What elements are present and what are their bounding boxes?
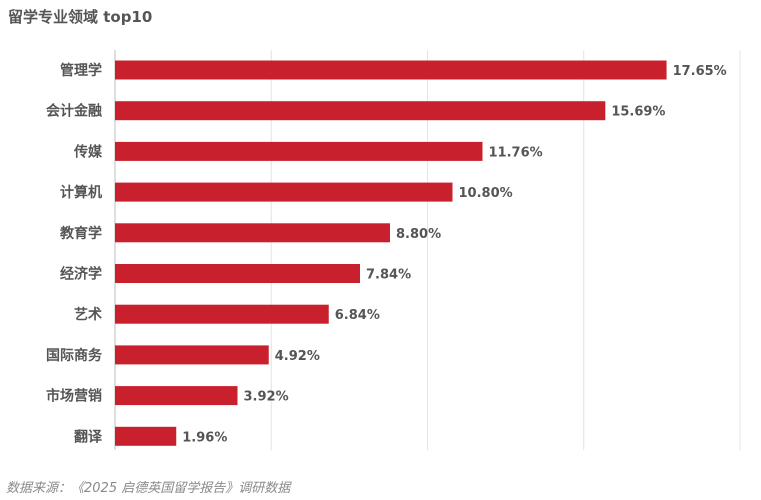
data-label: 10.80% (459, 186, 513, 201)
data-label: 4.92% (275, 349, 320, 364)
bar (115, 386, 238, 406)
source-note: 数据来源：《2025 启德英国留学报告》调研数据 (6, 481, 291, 496)
data-label: 15.69% (611, 105, 665, 120)
data-label: 6.84% (335, 308, 380, 323)
bar (115, 264, 360, 283)
chart-title: 留学专业领域 top10 (8, 8, 153, 26)
bar-chart: 管理学 17.65% 会计金融 15.69% 传媒 11.76% 计算机 10.80% 教育学 8… (46, 50, 741, 450)
data-label: 8.80% (396, 227, 441, 242)
category-label: 国际商务 (46, 347, 103, 364)
category-label: 管理学 (60, 62, 102, 79)
category-label: 翻译 (74, 428, 103, 445)
data-label: 11.76% (489, 145, 543, 160)
bar (115, 223, 390, 243)
bar (115, 182, 453, 202)
bar (115, 101, 606, 121)
bar (115, 345, 269, 365)
data-label: 7.84% (366, 268, 411, 283)
category-label: 传媒 (73, 143, 103, 160)
bar (115, 60, 667, 80)
category-label: 计算机 (60, 184, 102, 201)
category-label: 市场营销 (46, 388, 102, 405)
data-label: 3.92% (244, 390, 289, 405)
category-label: 艺术 (74, 306, 102, 323)
bar (115, 141, 483, 161)
data-label: 17.65% (673, 64, 727, 79)
category-label: 经济学 (60, 266, 102, 283)
category-label: 会计金融 (46, 103, 102, 120)
category-label: 教育学 (60, 225, 102, 242)
bar (115, 426, 177, 446)
data-label: 1.96% (182, 430, 227, 445)
bar (115, 304, 329, 324)
